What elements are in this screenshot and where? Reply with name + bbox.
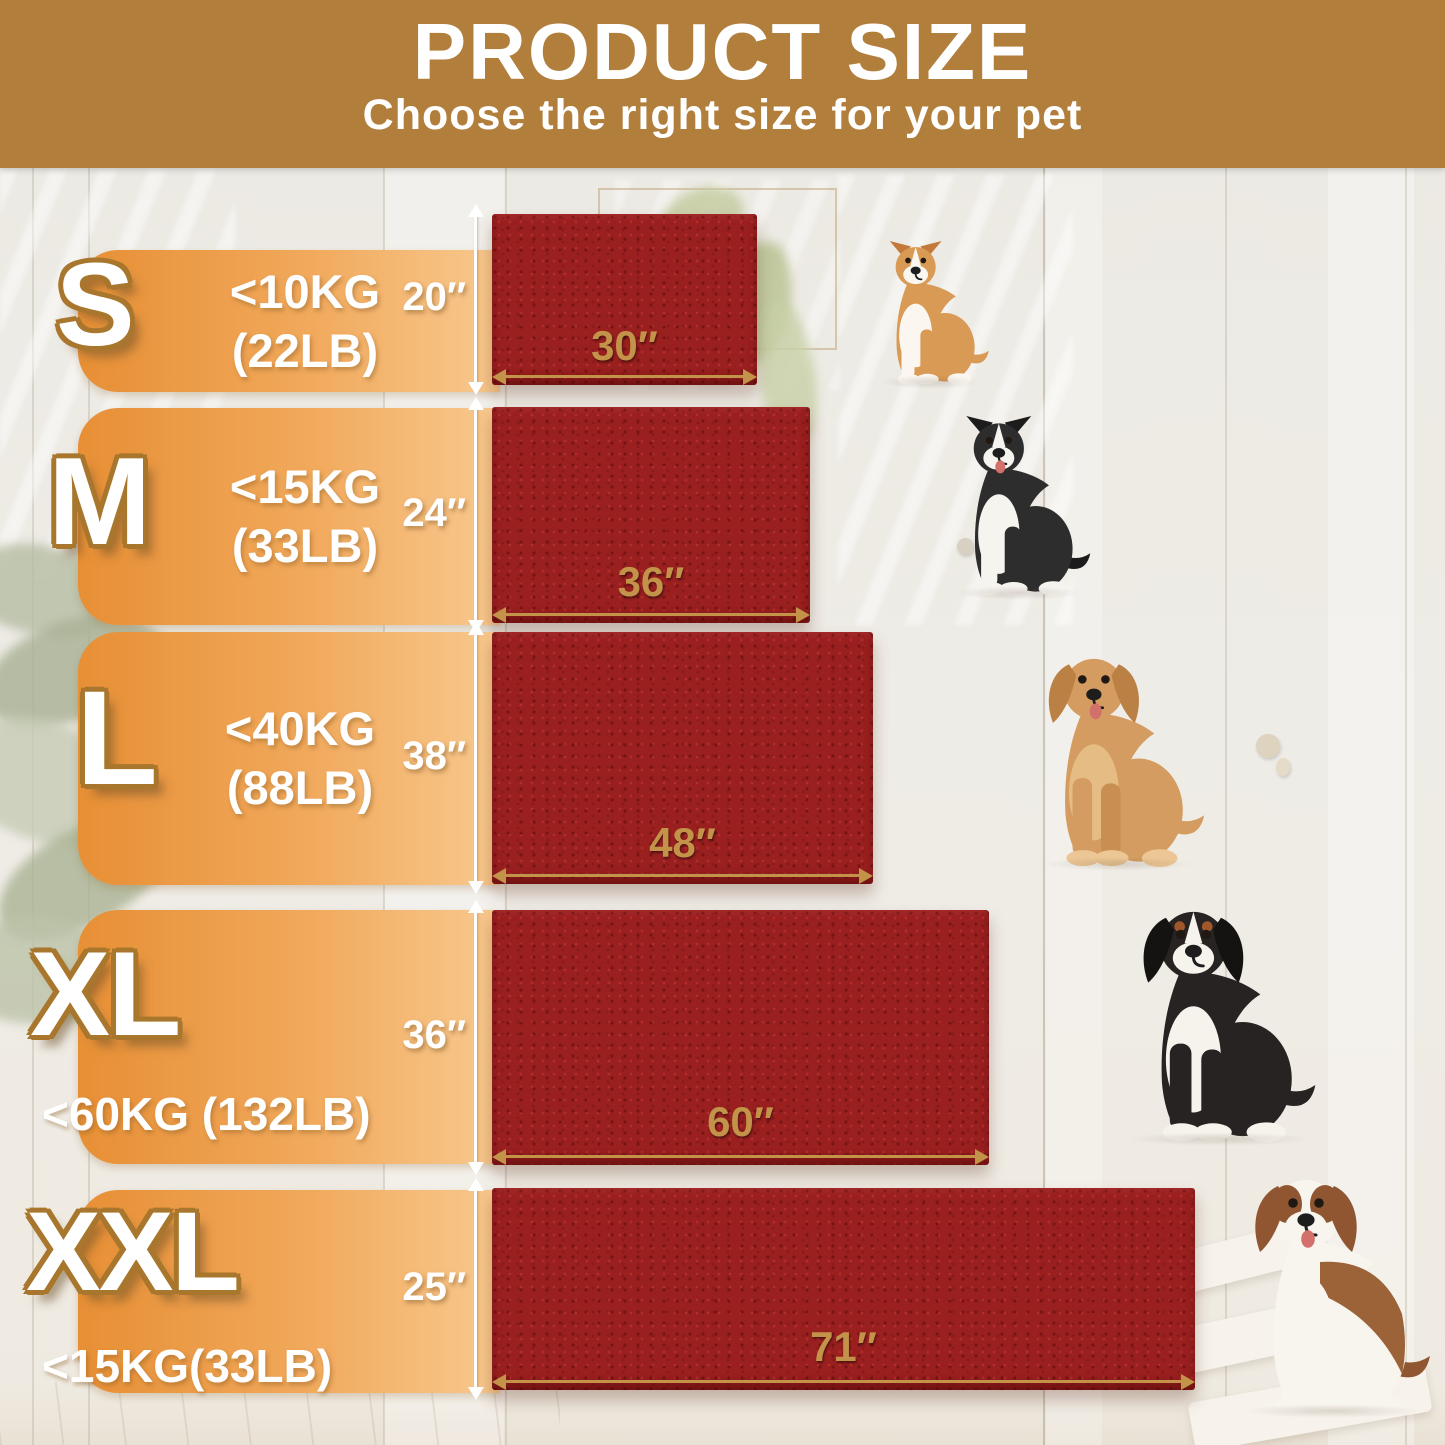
mat-width-label: 60″ bbox=[707, 1098, 774, 1145]
weight-kg-lb: <60KG (132LB) bbox=[42, 1088, 371, 1140]
weight-limit: <15KG(33LB) bbox=[42, 1338, 402, 1396]
mat-height-label: 24″ bbox=[402, 491, 466, 535]
mat-height-label: 36″ bbox=[402, 1013, 466, 1057]
mat-image-xl: 60″ bbox=[492, 910, 989, 1165]
height-arrow-icon bbox=[474, 407, 477, 623]
mat-width-label: 36″ bbox=[617, 558, 685, 605]
mat-image-l: 48″ bbox=[492, 632, 873, 884]
st-bernard-image bbox=[1226, 1170, 1438, 1418]
door-knob bbox=[1276, 758, 1290, 776]
mat-width-label: 71″ bbox=[810, 1323, 877, 1370]
height-arrow-icon bbox=[474, 1188, 477, 1390]
page-title: PRODUCT SIZE bbox=[412, 7, 1033, 96]
width-arrow-icon bbox=[502, 1380, 1185, 1383]
page-subtitle: Choose the right size for your pet bbox=[362, 91, 1083, 139]
bernese-mountain-dog-image bbox=[1108, 902, 1330, 1146]
height-arrow-icon bbox=[474, 910, 477, 1165]
corgi-image bbox=[872, 233, 990, 389]
mat-height-label: 20″ bbox=[402, 275, 466, 319]
wall-panel-line bbox=[1225, 168, 1227, 1445]
height-arrow-icon bbox=[474, 632, 477, 884]
weight-limit: <15KG (33LB) bbox=[175, 457, 435, 575]
size-letter-s: S bbox=[56, 239, 135, 371]
width-arrow-icon bbox=[502, 375, 747, 378]
weight-lb: (22LB) bbox=[231, 324, 379, 378]
width-arrow-icon bbox=[502, 613, 800, 616]
weight-limit: <10KG (22LB) bbox=[175, 262, 435, 380]
width-arrow-icon bbox=[502, 874, 863, 877]
weight-kg-lb: <15KG(33LB) bbox=[42, 1340, 333, 1392]
height-arrow-icon bbox=[474, 214, 477, 385]
mat-image-m: 36″ bbox=[492, 407, 810, 623]
door-knob bbox=[1256, 734, 1280, 758]
size-letter-xxl: XXL bbox=[26, 1189, 240, 1314]
size-letter-xl: XL bbox=[30, 927, 181, 1061]
door-knob bbox=[957, 538, 974, 555]
size-band bbox=[78, 632, 500, 885]
header-banner: PRODUCT SIZE Choose the right size for y… bbox=[0, 0, 1445, 168]
weight-kg: <10KG bbox=[229, 265, 381, 318]
weight-limit: <40KG (88LB) bbox=[170, 699, 430, 817]
width-arrow-icon bbox=[502, 1155, 979, 1158]
mat-image-xxl: 71″ bbox=[492, 1188, 1195, 1390]
weight-kg: <40KG bbox=[224, 702, 376, 755]
size-letter-m: M bbox=[48, 433, 151, 571]
door-edge-line bbox=[1043, 168, 1045, 1445]
weight-lb: (33LB) bbox=[231, 519, 379, 573]
mat-width-label: 48″ bbox=[649, 819, 716, 866]
size-band bbox=[78, 1190, 500, 1393]
mat-width-label: 30″ bbox=[591, 322, 658, 369]
weight-lb: (88LB) bbox=[226, 761, 374, 815]
weight-kg: <15KG bbox=[229, 460, 381, 513]
border-collie-image bbox=[942, 416, 1094, 600]
size-band bbox=[78, 408, 500, 625]
golden-retriever-image bbox=[1026, 650, 1208, 871]
weight-limit: <60KG (132LB) bbox=[42, 1086, 442, 1144]
size-band bbox=[78, 250, 500, 392]
size-letter-l: L bbox=[76, 664, 158, 813]
mat-height-label: 25″ bbox=[402, 1265, 466, 1309]
wall-panel-line bbox=[1405, 168, 1407, 1445]
mat-height-label: 38″ bbox=[402, 734, 466, 778]
size-band bbox=[78, 910, 500, 1164]
mat-image-s: 30″ bbox=[492, 214, 757, 385]
